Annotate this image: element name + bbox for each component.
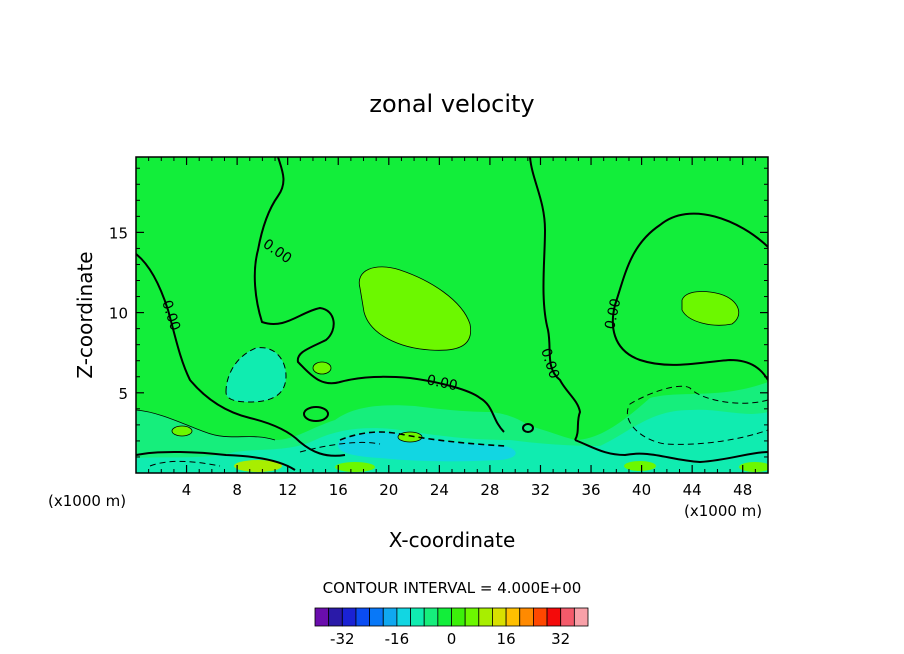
colorbar-swatch bbox=[464, 607, 480, 627]
zero-contour-small-loop-2 bbox=[522, 423, 534, 433]
contour-fill-positive-surface-1 bbox=[234, 460, 282, 472]
negative-contours bbox=[149, 347, 768, 467]
positive-contour-small-2 bbox=[171, 425, 193, 437]
colorbar-swatch bbox=[505, 607, 521, 627]
zero-contour-surface-right bbox=[574, 439, 768, 464]
contour-fill-negative-blob-left bbox=[226, 347, 286, 402]
contour-label-3: 0.00 bbox=[425, 372, 459, 394]
chart-title: zonal velocity bbox=[369, 90, 534, 118]
colorbar-swatch bbox=[328, 607, 343, 627]
x-tick-label: 28 bbox=[480, 481, 499, 499]
negative-contour-core bbox=[339, 431, 506, 447]
zero-contour-center bbox=[253, 157, 505, 433]
colorbar-swatch bbox=[341, 607, 357, 627]
colorbar-swatch bbox=[410, 607, 425, 627]
colorbar-swatch bbox=[492, 607, 507, 627]
zero-contour-left bbox=[136, 253, 346, 457]
colorbar-swatch bbox=[519, 607, 534, 627]
colorbar-swatch bbox=[355, 607, 371, 627]
x-tick-label: 20 bbox=[379, 481, 398, 499]
colorbar-tick-label: 0 bbox=[447, 630, 457, 648]
positive-contours bbox=[136, 266, 740, 443]
x-tick-label: 44 bbox=[683, 481, 702, 499]
y-axis-label: Z-coordinate bbox=[73, 251, 97, 378]
colorbar-tick-label: -32 bbox=[330, 630, 355, 648]
contour-fill-positive-surface-3 bbox=[624, 461, 656, 471]
negative-contour-blob-left bbox=[225, 347, 287, 403]
positive-contour-right bbox=[681, 291, 740, 326]
colorbar-swatch bbox=[314, 607, 330, 627]
colorbar-swatch bbox=[533, 607, 548, 627]
x-tick-label: 36 bbox=[581, 481, 600, 499]
colorbar-swatch bbox=[396, 607, 411, 627]
colorbar-swatch bbox=[382, 607, 398, 627]
x-tick-label: 12 bbox=[278, 481, 297, 499]
x-tick-label: 40 bbox=[632, 481, 651, 499]
contour-fill-positive-small-2 bbox=[172, 426, 192, 436]
positive-contour-lower bbox=[136, 409, 276, 441]
colorbar-swatch bbox=[560, 607, 575, 627]
colorbar-swatch bbox=[573, 607, 589, 627]
colorbar-swatch bbox=[423, 607, 439, 627]
zero-contours bbox=[136, 157, 768, 471]
zero-contour-right bbox=[611, 212, 768, 381]
contour-interval-text: CONTOUR INTERVAL = 4.000E+00 bbox=[323, 579, 582, 597]
contour-fill-positive-center bbox=[359, 266, 471, 351]
x-tick-label: 48 bbox=[733, 481, 752, 499]
contour-fill-positive-right bbox=[682, 291, 739, 326]
plot-area: 0.00 0.00 0.00 0.00 0.00 bbox=[136, 157, 768, 473]
x-tick-label: 16 bbox=[329, 481, 348, 499]
zero-contour-channel bbox=[529, 157, 582, 441]
positive-contour-small-1 bbox=[312, 361, 332, 375]
contour-fill-positive-surface-2 bbox=[335, 462, 375, 472]
colorbar-tick-label: 32 bbox=[551, 630, 570, 648]
contour-fill-negative-core bbox=[338, 432, 516, 462]
positive-contour-center bbox=[358, 266, 472, 351]
negative-contour-surface bbox=[149, 441, 381, 467]
y-axis: 5 10 15 bbox=[109, 167, 768, 458]
contour-fill-positive-small-1 bbox=[313, 362, 331, 374]
zero-contour-surface-left bbox=[136, 450, 296, 471]
y-tick-label: 15 bbox=[109, 224, 128, 242]
colorbar-swatch bbox=[546, 607, 562, 627]
x-axis: 4 8 12 16 20 24 28 32 36 40 44 48 bbox=[148, 157, 756, 499]
y-tick-label: 5 bbox=[118, 385, 128, 403]
x-unit-left: (x1000 m) bbox=[48, 492, 126, 510]
colorbar-swatch bbox=[437, 607, 452, 627]
colorbar-swatch bbox=[369, 607, 384, 627]
colorbar-tick-label: -16 bbox=[385, 630, 410, 648]
y-tick-label: 10 bbox=[109, 305, 128, 323]
x-tick-label: 8 bbox=[232, 481, 242, 499]
colorbar-tick-label: 16 bbox=[497, 630, 516, 648]
x-axis-label: X-coordinate bbox=[389, 528, 516, 552]
colorbar: -32 -16 0 16 32 bbox=[314, 607, 589, 648]
contour-fill-positive-surface-4 bbox=[739, 462, 768, 472]
negative-contour-right bbox=[627, 385, 768, 445]
colorbar-swatch bbox=[451, 607, 466, 627]
x-tick-label: 24 bbox=[430, 481, 449, 499]
x-tick-label: 32 bbox=[531, 481, 550, 499]
x-tick-label: 4 bbox=[182, 481, 192, 499]
contour-label-5: 0.00 bbox=[602, 297, 624, 331]
zero-contour-small-loop-1 bbox=[303, 406, 329, 422]
colorbar-swatch bbox=[478, 607, 493, 627]
x-unit-right: (x1000 m) bbox=[684, 502, 762, 520]
